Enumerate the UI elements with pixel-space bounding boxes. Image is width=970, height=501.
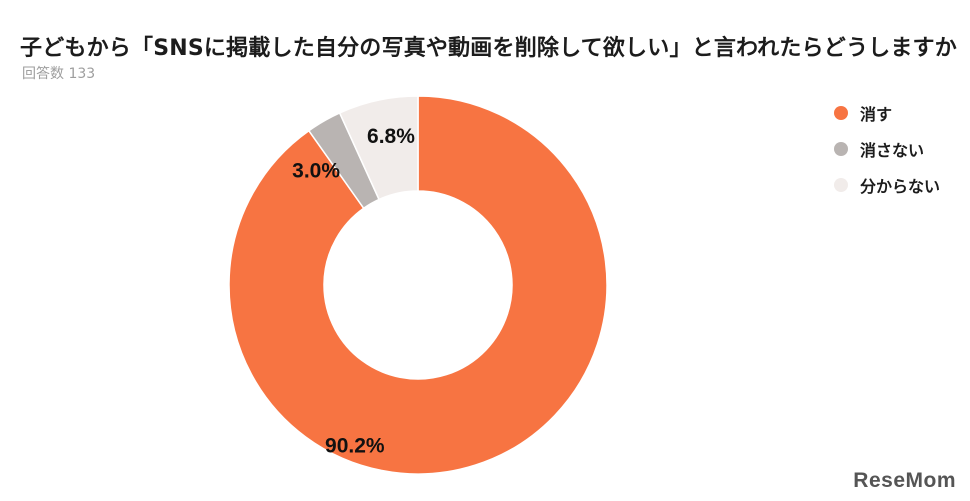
- chart-subtitle: 回答数 133: [22, 66, 96, 82]
- legend-item-2: 消さない: [834, 131, 940, 167]
- legend-swatch-2: [834, 142, 848, 156]
- resemom-logo: ReseMom: [853, 469, 956, 492]
- legend-item-3: 分からない: [834, 167, 940, 203]
- slice-label-3: 6.8%: [367, 125, 415, 148]
- legend-label-3: 分からない: [860, 177, 941, 196]
- pie-slice-1: [228, 95, 608, 475]
- chart-title: 子どもから「SNSに掲載した自分の写真や動画を削除して欲しい」と言われたらどうし…: [20, 36, 957, 61]
- chart-legend: 消す消さない分からない: [834, 95, 940, 203]
- pie-slice-3: [338, 95, 419, 201]
- legend-item-1: 消す: [834, 95, 940, 131]
- legend-label-1: 消す: [860, 105, 893, 124]
- legend-label-2: 消さない: [860, 141, 925, 160]
- legend-swatch-3: [834, 178, 848, 192]
- slice-label-2: 3.0%: [292, 159, 340, 182]
- legend-swatch-1: [834, 106, 848, 120]
- slice-label-1: 90.2%: [325, 434, 385, 457]
